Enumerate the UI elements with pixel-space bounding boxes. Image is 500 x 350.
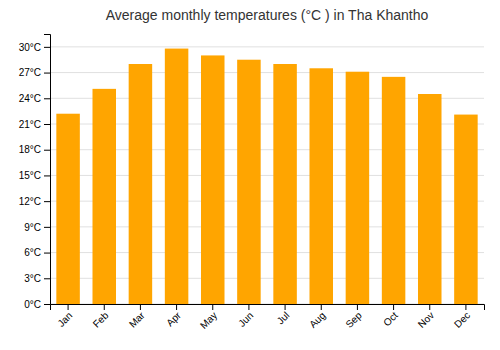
bar	[165, 49, 189, 304]
y-tick-mark	[44, 150, 50, 151]
x-tick-mark	[429, 304, 430, 310]
title: Average monthly temperatures (°C ) in Th…	[106, 7, 429, 23]
x-tick-mark	[104, 304, 105, 310]
x-tick-mark	[357, 304, 358, 310]
x-tick-mark	[248, 304, 249, 310]
y-tick-label: 30°C	[19, 42, 41, 53]
x-tick-label: Sep	[343, 309, 364, 330]
y-tick-label: 3°C	[24, 273, 41, 284]
x-axis-line	[51, 305, 485, 311]
x-tick: Oct	[381, 304, 400, 328]
y-axis: 0°C 3°C 6°C 9°C 12°C 15°C 18°C 21°C 24°C 27°C 30°C	[19, 35, 51, 310]
y-tick: 15°C	[19, 170, 50, 181]
y-tick: 0°C	[24, 299, 50, 310]
bar	[201, 55, 225, 304]
chart-svg: 0°C 3°C 6°C 9°C 12°C 15°C 18°C 21°C 24°C 27°C 30°C…	[0, 0, 500, 350]
grid	[50, 47, 484, 304]
y-tick: 21°C	[19, 119, 50, 130]
x-tick-mark	[68, 304, 69, 310]
x-tick-label: Apr	[164, 309, 183, 328]
bar	[418, 94, 442, 304]
x-tick: May	[198, 304, 219, 331]
y-tick: 27°C	[19, 67, 50, 78]
x-tick-label: Oct	[381, 310, 400, 329]
y-tick-mark	[44, 227, 50, 228]
bar	[56, 114, 80, 304]
y-axis-line	[44, 35, 51, 305]
x-tick: Feb	[91, 304, 111, 330]
y-tick-label: 9°C	[24, 222, 41, 233]
y-tick-label: 15°C	[19, 170, 41, 181]
y-tick-mark	[44, 304, 50, 305]
y-tick-label: 24°C	[19, 93, 41, 104]
y-tick-label: 12°C	[19, 196, 41, 207]
y-tick: 24°C	[19, 93, 50, 104]
x-tick-label: Jul	[275, 310, 292, 327]
y-tick-mark	[44, 124, 50, 125]
x-tick-mark	[285, 304, 286, 310]
x-tick-mark	[393, 304, 394, 310]
x-tick-label: Mar	[127, 309, 147, 329]
x-tick-mark	[465, 304, 466, 310]
y-tick-label: 27°C	[19, 67, 41, 78]
grid-line	[50, 46, 484, 47]
bar	[454, 115, 478, 304]
bar	[237, 60, 261, 304]
chart-container: 0°C 3°C 6°C 9°C 12°C 15°C 18°C 21°C 24°C 27°C 30°C…	[0, 0, 500, 350]
x-tick: Nov	[416, 304, 436, 330]
bar	[129, 64, 153, 304]
bars	[56, 49, 477, 304]
x-tick: Aug	[307, 304, 327, 330]
y-tick-label: 0°C	[24, 299, 41, 310]
x-tick-label: Jan	[55, 310, 74, 329]
y-tick-label: 21°C	[19, 119, 41, 130]
y-tick-mark	[44, 47, 50, 48]
x-tick-label: Jun	[236, 310, 255, 329]
x-tick: Apr	[164, 304, 183, 328]
y-tick-mark	[44, 98, 50, 99]
x-tick: Dec	[452, 304, 472, 330]
x-tick: Mar	[127, 304, 147, 330]
y-tick-mark	[44, 175, 50, 176]
x-tick-label: Nov	[416, 310, 436, 330]
y-tick: 30°C	[19, 42, 50, 53]
x-tick: Sep	[343, 304, 364, 330]
y-tick-mark	[44, 201, 50, 202]
x-axis: Jan Feb Mar Apr May Jun Jul Aug Sep Oct Nov Dec	[51, 304, 485, 331]
bar	[346, 72, 370, 304]
x-tick-label: Dec	[452, 310, 472, 330]
x-tick-label: Aug	[307, 310, 327, 330]
x-tick-mark	[176, 304, 177, 310]
plot: 0°C 3°C 6°C 9°C 12°C 15°C 18°C 21°C 24°C 27°C 30°C…	[19, 35, 485, 331]
x-tick-mark	[212, 304, 213, 310]
bar	[92, 89, 116, 304]
y-tick: 12°C	[19, 196, 50, 207]
x-tick-label: May	[198, 310, 219, 331]
x-tick: Jan	[55, 304, 74, 329]
y-tick-label: 6°C	[24, 247, 41, 258]
bar	[309, 68, 333, 304]
y-tick: 18°C	[19, 144, 50, 155]
y-tick: 9°C	[24, 222, 50, 233]
x-tick: Jul	[275, 304, 292, 326]
y-tick: 6°C	[24, 247, 50, 258]
y-tick: 3°C	[24, 273, 50, 284]
x-tick-mark	[140, 304, 141, 310]
x-tick: Jun	[236, 304, 255, 329]
bar	[273, 64, 297, 304]
grid-line	[50, 72, 484, 73]
y-tick-mark	[44, 73, 50, 74]
x-tick-label: Feb	[91, 309, 111, 329]
y-tick-mark	[44, 253, 50, 254]
y-tick-mark	[44, 278, 50, 279]
bar	[382, 77, 406, 304]
x-tick-mark	[321, 304, 322, 310]
y-tick-label: 18°C	[19, 144, 41, 155]
